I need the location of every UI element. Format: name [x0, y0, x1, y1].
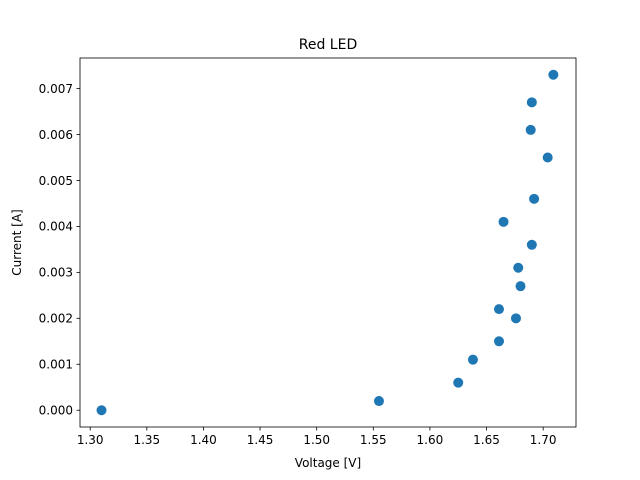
chart-title: Red LED [299, 37, 357, 53]
y-tick-label-7: 0.007 [39, 82, 73, 96]
plot-frame [79, 57, 577, 428]
x-tick-label-2: 1.40 [190, 433, 217, 447]
y-tick-label-1: 0.001 [39, 358, 73, 372]
x-tick-label-7: 1.65 [473, 433, 500, 447]
x-tick-label-8: 1.70 [530, 433, 557, 447]
y-tick-label-5: 0.005 [39, 174, 73, 188]
data-point-12 [542, 152, 553, 163]
data-point-13 [525, 124, 536, 135]
data-point-5 [510, 313, 521, 324]
data-point-2 [453, 377, 464, 388]
data-points [96, 69, 559, 416]
y-axis-ticks: 0.000 0.001 0.002 0.003 0.004 0.005 0.006 0.007 [39, 82, 80, 418]
x-tick-label-3: 1.45 [247, 433, 274, 447]
data-point-1 [373, 396, 384, 407]
data-point-11 [529, 193, 540, 204]
data-point-8 [513, 262, 524, 273]
x-tick-label-5: 1.55 [360, 433, 387, 447]
data-point-15 [548, 69, 559, 80]
data-point-0 [96, 405, 107, 416]
y-tick-label-3: 0.003 [39, 266, 73, 280]
x-tick-label-6: 1.60 [417, 433, 444, 447]
data-point-14 [526, 97, 537, 108]
data-point-10 [498, 216, 509, 227]
data-point-3 [467, 354, 478, 365]
x-tick-label-1: 1.35 [133, 433, 160, 447]
data-point-7 [515, 281, 526, 292]
x-axis-label: Voltage [V] [295, 456, 361, 470]
data-point-9 [526, 239, 537, 250]
y-tick-label-0: 0.000 [39, 404, 73, 418]
y-tick-label-6: 0.006 [39, 128, 73, 142]
x-tick-label-4: 1.50 [303, 433, 330, 447]
y-tick-label-4: 0.004 [39, 220, 73, 234]
data-point-4 [493, 336, 504, 347]
x-tick-label-0: 1.30 [77, 433, 104, 447]
x-axis-ticks: 1.30 1.35 1.40 1.45 1.50 1.55 1.60 1.65 1.70 [77, 427, 557, 447]
data-point-6 [493, 304, 504, 315]
y-axis-label: Current [A] [10, 209, 24, 275]
y-tick-label-2: 0.002 [39, 312, 73, 326]
